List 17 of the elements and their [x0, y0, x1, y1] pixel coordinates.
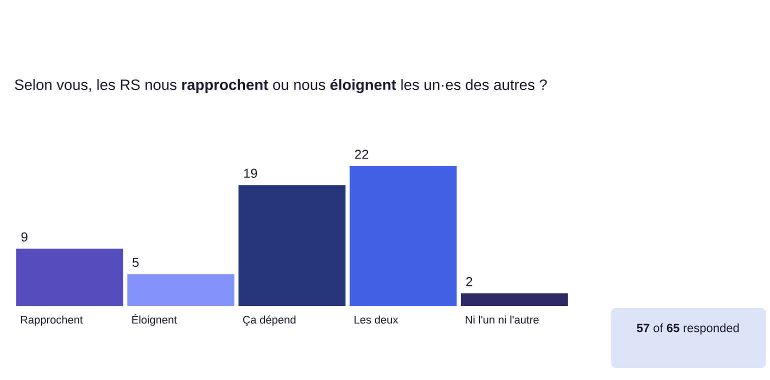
chart-title: Selon vous, les RS nous rapprochent ou nous éloignent les un·es des autres ?	[14, 78, 547, 94]
data-label: 19	[244, 168, 257, 178]
x-tick-label: Éloignent	[132, 314, 177, 326]
bar	[350, 166, 457, 306]
data-label: 9	[21, 232, 28, 242]
x-tick-label: Les deux	[354, 316, 398, 324]
data-label: 2	[466, 277, 472, 286]
x-tick-label: Ni l'un ni l'autre	[466, 316, 539, 324]
bar	[16, 248, 124, 306]
bar	[238, 185, 346, 306]
x-tick-label: Rapprochent	[21, 316, 83, 326]
data-label: 5	[132, 258, 139, 267]
text: 57 of 65 responded	[636, 323, 739, 335]
data-label: 22	[355, 150, 368, 159]
bar	[127, 274, 234, 306]
bar	[460, 293, 568, 306]
x-tick-label: Ça dépend	[243, 315, 296, 326]
